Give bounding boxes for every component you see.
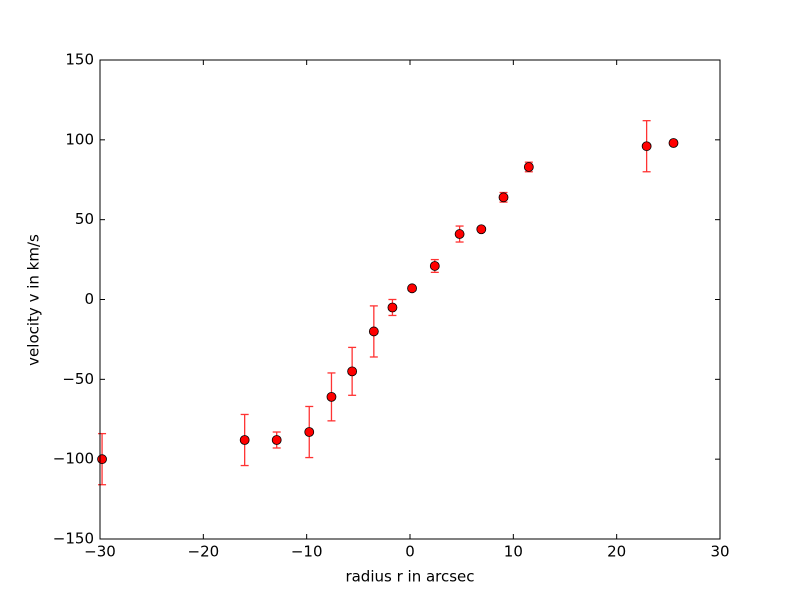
- data-point: [498, 192, 509, 203]
- data-point: [668, 138, 679, 148]
- y-tick-label: −50: [62, 370, 94, 388]
- data-point: [368, 326, 379, 337]
- data-point: [387, 302, 398, 313]
- x-tick-label: 30: [710, 543, 729, 561]
- x-tick-label: −10: [291, 543, 323, 561]
- y-tick-label: −150: [53, 530, 94, 548]
- plot-frame: [99, 59, 721, 540]
- y-tick-label: 50: [75, 210, 94, 228]
- data-point: [271, 435, 282, 445]
- data-point: [239, 435, 250, 445]
- data-point: [326, 391, 337, 402]
- data-point: [454, 229, 465, 239]
- x-tick-label: 20: [607, 543, 626, 561]
- y-tick-label: 0: [84, 290, 94, 308]
- x-tick-label: 0: [405, 543, 415, 561]
- x-axis-label: radius r in arcsec: [345, 568, 474, 586]
- x-tick-label: 10: [504, 543, 523, 561]
- data-point: [304, 427, 315, 437]
- data-point: [641, 141, 652, 152]
- x-tick-label: −30: [84, 543, 116, 561]
- data-point: [429, 261, 440, 271]
- data-point: [347, 366, 358, 377]
- data-point: [97, 454, 107, 465]
- data-point: [523, 162, 534, 172]
- x-tick-label: −20: [188, 543, 220, 561]
- y-tick-label: −100: [53, 450, 94, 468]
- y-tick-label: 150: [65, 51, 94, 69]
- data-point: [476, 224, 487, 235]
- y-tick-label: 100: [65, 130, 94, 148]
- data-point: [407, 283, 417, 294]
- y-axis-label: velocity v in km/s: [25, 234, 43, 366]
